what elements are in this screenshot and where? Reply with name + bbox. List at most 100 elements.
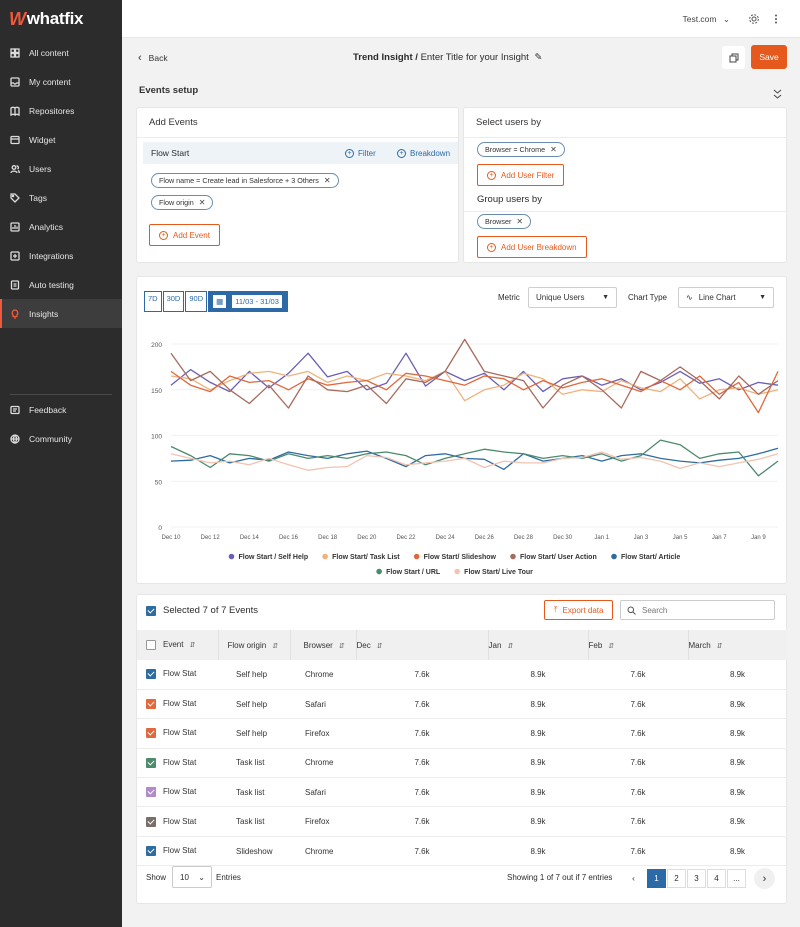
legend-marker <box>322 553 328 560</box>
metric-select[interactable]: Unique Users ▼ <box>528 287 617 308</box>
legend-marker <box>454 568 460 575</box>
series-line <box>170 370 779 402</box>
row-checkbox[interactable] <box>146 699 156 710</box>
page-4[interactable]: 4 <box>707 869 726 888</box>
table-row[interactable]: Flow Stat Self help Firefox 7.6k 8.9k 7.6k 8.9… <box>137 718 787 749</box>
close-icon[interactable]: ✕ <box>550 145 557 154</box>
more-vertical-icon[interactable] <box>770 13 782 25</box>
sidebar-item-insights[interactable]: Insights <box>0 299 122 328</box>
sidebar-item-community[interactable]: Community <box>0 424 122 453</box>
cell-jan: 8.9k <box>488 836 588 867</box>
back-button[interactable]: ‹ Back <box>138 52 168 64</box>
chart-type-label: Chart Type <box>628 293 667 302</box>
sidebar-item-auto-testing[interactable]: Auto testing <box>0 270 122 299</box>
sort-icon[interactable]: ⇵ <box>608 642 615 650</box>
sidebar-item-widget[interactable]: Widget <box>0 125 122 154</box>
sort-icon[interactable]: ⇵ <box>338 642 345 650</box>
date-range-button[interactable]: ▦ 11/03 - 31/03 <box>208 291 288 312</box>
users-icon <box>10 164 20 173</box>
next-page-button[interactable]: › <box>754 868 775 889</box>
close-icon[interactable]: ✕ <box>323 176 331 185</box>
pencil-icon[interactable]: ✎ <box>534 52 543 63</box>
user-filter-chip[interactable]: Browser = Chrome ✕ <box>477 142 565 157</box>
caret-down-icon: ▼ <box>602 294 609 301</box>
row-checkbox[interactable] <box>146 816 156 827</box>
page-1[interactable]: 1 <box>647 869 666 888</box>
sort-icon[interactable]: ⇵ <box>716 642 723 650</box>
save-button[interactable]: Save <box>751 45 787 69</box>
copy-button[interactable] <box>722 46 745 69</box>
header-march[interactable]: March ⇵ <box>688 630 787 660</box>
sort-icon[interactable]: ⇵ <box>272 642 279 650</box>
sort-icon[interactable]: ⇵ <box>507 642 514 650</box>
range-7d[interactable]: 7D <box>144 291 162 312</box>
sort-icon[interactable]: ⇵ <box>189 642 196 650</box>
table-row[interactable]: Flow Stat Slideshow Chrome 7.6k 8.9k 7.6k 8.9k <box>137 836 787 867</box>
breakdown-button[interactable]: + Breakdown <box>397 148 450 158</box>
breakdown-chip[interactable]: Flow origin ✕ <box>151 195 214 210</box>
event-row[interactable]: Flow Start + Filter + Breakdown <box>143 142 458 164</box>
header-jan[interactable]: Jan ⇵ <box>488 630 589 660</box>
select-all-events[interactable]: Selected 7 of 7 Events <box>146 605 258 616</box>
sort-icon[interactable]: ⇵ <box>376 642 383 650</box>
close-icon[interactable]: ✕ <box>516 217 524 226</box>
header-dec[interactable]: Dec ⇵ <box>356 630 489 660</box>
group-chip[interactable]: Browser ✕ <box>477 214 532 229</box>
sidebar-item-integrations[interactable]: Integrations <box>0 241 122 270</box>
line-chart[interactable]: 0 50 100 150 200 Dec 10 Dec 12 Dec 14 Dec 16 Dec … <box>137 315 786 585</box>
header-checkbox[interactable] <box>146 640 156 650</box>
add-user-filter-button[interactable]: + Add User Filter <box>477 164 565 186</box>
prev-page-button[interactable]: ‹ <box>632 874 635 883</box>
plus-icon: + <box>487 170 496 180</box>
row-checkbox[interactable] <box>146 728 156 739</box>
cell-browser: Chrome <box>290 660 356 690</box>
header-event[interactable]: Event ⇵ <box>137 630 219 660</box>
sidebar-item-feedback[interactable]: Feedback <box>0 395 122 424</box>
header-browser[interactable]: Browser ⇵ <box>290 630 357 660</box>
export-data-button[interactable]: ⤒ Export data <box>544 600 614 620</box>
top-bar: Test.com ⌄ <box>122 0 800 38</box>
row-checkbox[interactable] <box>146 757 156 768</box>
sidebar-item-repositores[interactable]: Repositores <box>0 96 122 125</box>
search-box[interactable] <box>620 600 775 620</box>
add-user-breakdown-button[interactable]: + Add User Breakdown <box>477 236 587 258</box>
page-3[interactable]: 3 <box>687 869 706 888</box>
filter-chip[interactable]: Flow name = Create lead in Salesforce + … <box>151 173 339 188</box>
sidebar-item-my-content[interactable]: My content <box>0 67 122 96</box>
title-input[interactable]: Enter Title for your Insight <box>420 52 529 63</box>
table-row[interactable]: Flow Stat Self help Chrome 7.6k 8.9k 7.6k 8.9k <box>137 660 787 690</box>
page-title[interactable]: Trend Insight / Enter Title for your Ins… <box>353 52 542 63</box>
page-size-select[interactable]: 10 ⌄ <box>172 866 212 888</box>
site-selector[interactable]: Test.com ⌄ <box>682 14 730 24</box>
group-users-title: Group users by <box>464 192 786 212</box>
table-row[interactable]: Flow Stat Task list Safari 7.6k 8.9k 7.6k 8.9k <box>137 777 787 808</box>
collapse-icon[interactable] <box>773 89 782 99</box>
row-checkbox[interactable] <box>146 669 156 680</box>
page-2[interactable]: 2 <box>667 869 686 888</box>
range-30d[interactable]: 30D <box>162 291 185 312</box>
table-row[interactable]: Flow Stat Self help Safari 7.6k 8.9k 7.6k 8.9k <box>137 689 787 720</box>
bulb-icon <box>11 308 19 319</box>
close-icon[interactable]: ✕ <box>198 198 206 207</box>
sidebar-item-all-content[interactable]: All content <box>0 38 122 67</box>
select-all-checkbox[interactable] <box>146 605 156 616</box>
add-event-button[interactable]: + Add Event <box>149 224 220 246</box>
cell-march: 8.9k <box>688 718 787 749</box>
sidebar-item-tags[interactable]: Tags <box>0 183 122 212</box>
range-90d[interactable]: 90D <box>185 291 208 312</box>
search-input[interactable] <box>642 605 762 615</box>
gear-icon[interactable] <box>748 13 760 25</box>
filter-button[interactable]: + Filter <box>345 148 376 158</box>
chart-type-select[interactable]: ∿ Line Chart ▼ <box>678 287 774 308</box>
row-checkbox[interactable] <box>146 787 156 798</box>
row-checkbox[interactable] <box>146 846 156 857</box>
sidebar-item-analytics[interactable]: Analytics <box>0 212 122 241</box>
header-feb[interactable]: Feb ⇵ <box>588 630 689 660</box>
table-row[interactable]: Flow Stat Task list Chrome 7.6k 8.9k 7.6k 8.9k <box>137 748 787 779</box>
feedback-icon <box>10 405 20 414</box>
page-ellipsis[interactable]: ... <box>727 869 746 888</box>
table-row[interactable]: Flow Stat Task list Firefox 7.6k 8.9k 7.6k 8.9… <box>137 806 787 837</box>
sidebar-item-users[interactable]: Users <box>0 154 122 183</box>
header-flow-origin[interactable]: Flow origin ⇵ <box>218 630 291 660</box>
